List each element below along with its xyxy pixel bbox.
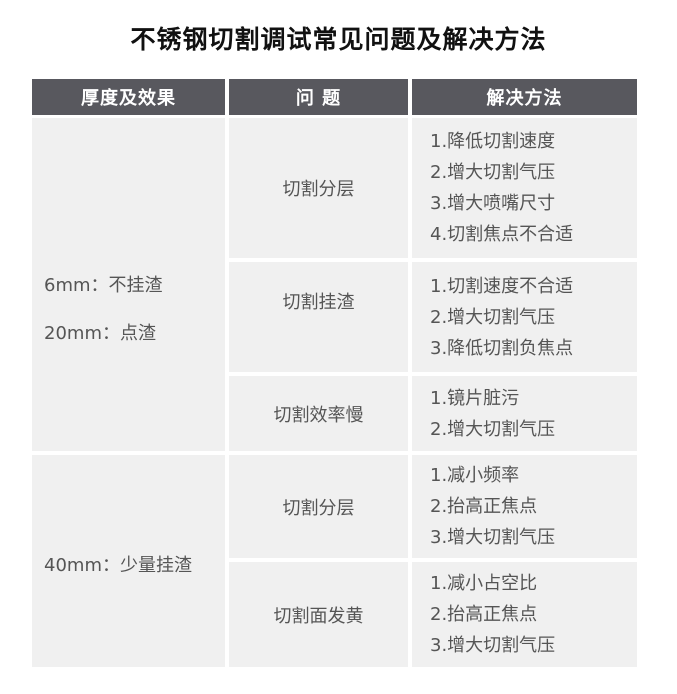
solution-cell: 1.镜片脏污 2.增大切割气压 xyxy=(412,376,637,451)
problem-cell: 切割分层 xyxy=(229,455,408,558)
solution-item: 3.增大喷嘴尺寸 xyxy=(430,193,556,214)
solution-item: 4.切割焦点不合适 xyxy=(430,224,574,245)
solution-cell: 1.减小占空比 2.抬高正焦点 3.增大切割气压 xyxy=(412,562,637,667)
problem-cell: 切割效率慢 xyxy=(229,376,408,451)
header-thickness: 厚度及效果 xyxy=(32,79,225,115)
solution-cell: 1.切割速度不合适 2.增大切割气压 3.降低切割负焦点 xyxy=(412,262,637,372)
solution-item: 2.抬高正焦点 xyxy=(430,604,538,625)
problem-cell: 切割面发黄 xyxy=(229,562,408,667)
problem-cell: 切割挂渣 xyxy=(229,262,408,372)
solution-item: 3.降低切割负焦点 xyxy=(430,337,574,359)
solution-item: 2.增大切割气压 xyxy=(430,418,556,440)
solution-item: 2.抬高正焦点 xyxy=(430,496,538,517)
solution-item: 3.增大切割气压 xyxy=(430,527,556,548)
solution-item: 3.增大切割气压 xyxy=(430,635,556,656)
thickness-cell: 40mm：少量挂渣 xyxy=(32,455,225,667)
solution-item: 1.降低切割速度 xyxy=(430,131,556,152)
thickness-cell: 6mm：不挂渣 20mm：点渣 xyxy=(32,118,225,451)
thickness-text: 6mm：不挂渣 xyxy=(44,274,163,296)
solution-item: 1.减小频率 xyxy=(430,465,520,486)
solution-item: 2.增大切割气压 xyxy=(430,162,556,183)
solution-cell: 1.降低切割速度 2.增大切割气压 3.增大喷嘴尺寸 4.切割焦点不合适 xyxy=(412,118,637,258)
header-solution: 解决方法 xyxy=(412,79,637,115)
solution-item: 2.增大切割气压 xyxy=(430,306,556,328)
thickness-text: 20mm：点渣 xyxy=(44,322,156,344)
page-title: 不锈钢切割调试常见问题及解决方法 xyxy=(130,25,547,54)
solution-cell: 1.减小频率 2.抬高正焦点 3.增大切割气压 xyxy=(412,455,637,558)
thickness-text: 40mm：少量挂渣 xyxy=(44,555,192,576)
solution-item: 1.减小占空比 xyxy=(430,573,538,594)
problem-cell: 切割分层 xyxy=(229,118,408,258)
solution-item: 1.切割速度不合适 xyxy=(430,275,574,297)
solution-item: 1.镜片脏污 xyxy=(430,387,520,409)
header-problem: 问 题 xyxy=(229,79,408,115)
